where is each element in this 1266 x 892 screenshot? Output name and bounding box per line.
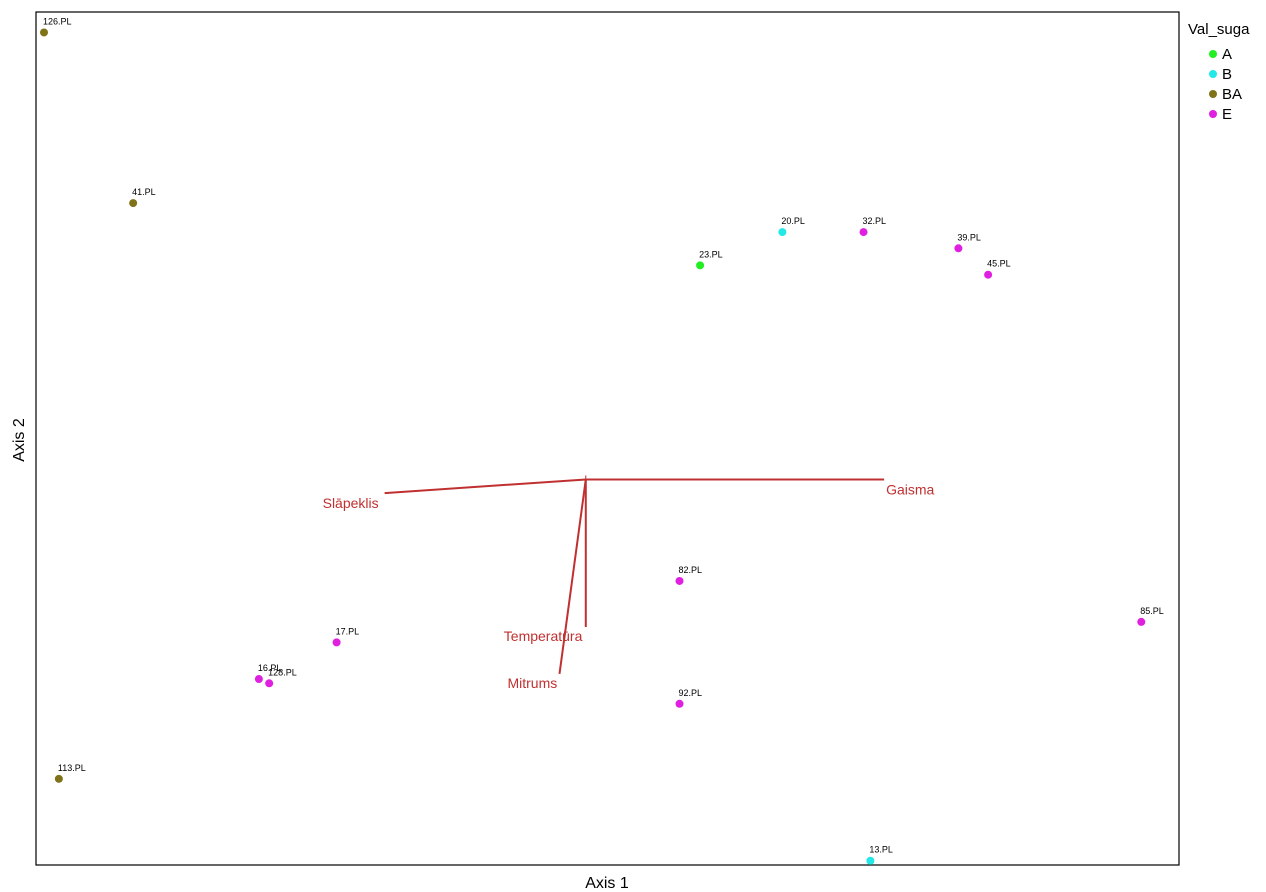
x-axis-label: Axis 1 bbox=[585, 875, 629, 892]
point-label-23pl: 23.PL bbox=[699, 249, 723, 259]
point-label-128pl: 128.PL bbox=[268, 667, 297, 677]
point-label-92pl: 92.PL bbox=[679, 688, 703, 698]
point-128pl bbox=[265, 679, 274, 688]
legend-label-e: E bbox=[1222, 106, 1232, 123]
point-20pl bbox=[778, 228, 787, 237]
point-label-82pl: 82.PL bbox=[679, 565, 703, 575]
legend-label-b: B bbox=[1222, 66, 1232, 83]
legend-label-ba: BA bbox=[1222, 86, 1242, 103]
legend: Val_suga AB BA E bbox=[1188, 21, 1250, 123]
point-label-39pl: 39.PL bbox=[957, 232, 981, 242]
legend-marker-b bbox=[1209, 70, 1217, 78]
point-32pl bbox=[859, 228, 868, 237]
point-113pl bbox=[54, 774, 63, 783]
vectors-layer: Slāpeklis Gaisma Temperatūra Mitrums bbox=[323, 475, 935, 691]
vector-mitrums-label: Mitrums bbox=[507, 675, 557, 691]
legend-title: Val_suga bbox=[1188, 21, 1250, 38]
point-label-41pl: 41.PL bbox=[132, 187, 156, 197]
point-39pl bbox=[954, 244, 963, 253]
points-layer: 126.PL 41.PL 113.PL 23.PL 20.PL 13.PL 32.PL 39.… bbox=[40, 16, 1164, 865]
point-label-85pl: 85.PL bbox=[1140, 606, 1164, 616]
point-label-17pl: 17.PL bbox=[336, 626, 360, 636]
vector-temperatura-label: Temperatūra bbox=[504, 628, 583, 644]
point-23pl bbox=[696, 261, 705, 270]
legend-marker-ba bbox=[1209, 90, 1217, 98]
point-label-16pl: 16.PL bbox=[258, 663, 282, 673]
legend-label-a: A bbox=[1222, 46, 1232, 63]
legend-marker-e bbox=[1209, 110, 1217, 118]
point-13pl bbox=[866, 856, 875, 865]
point-16pl bbox=[254, 675, 263, 684]
vector-slapeklis-label: Slāpeklis bbox=[323, 495, 379, 511]
point-label-13pl: 13.PL bbox=[869, 845, 893, 855]
point-85pl bbox=[1137, 617, 1146, 626]
point-label-126pl: 126.PL bbox=[43, 16, 72, 26]
point-126pl bbox=[40, 28, 49, 37]
point-label-113pl: 113.PL bbox=[58, 763, 86, 773]
y-axis-label: Axis 2 bbox=[11, 418, 28, 462]
point-label-20pl: 20.PL bbox=[781, 216, 805, 226]
vector-slapeklis-line bbox=[384, 478, 586, 495]
vector-mitrums-line bbox=[558, 479, 587, 675]
point-label-32pl: 32.PL bbox=[863, 216, 887, 226]
point-17pl bbox=[332, 638, 341, 647]
point-82pl bbox=[675, 576, 684, 585]
vector-gaisma-label: Gaisma bbox=[886, 481, 934, 497]
point-45pl bbox=[984, 270, 993, 279]
point-label-45pl: 45.PL bbox=[987, 259, 1011, 269]
legend-marker-a bbox=[1209, 50, 1217, 58]
point-92pl bbox=[675, 699, 684, 708]
point-41pl bbox=[129, 199, 138, 208]
plot-frame bbox=[35, 11, 1180, 866]
